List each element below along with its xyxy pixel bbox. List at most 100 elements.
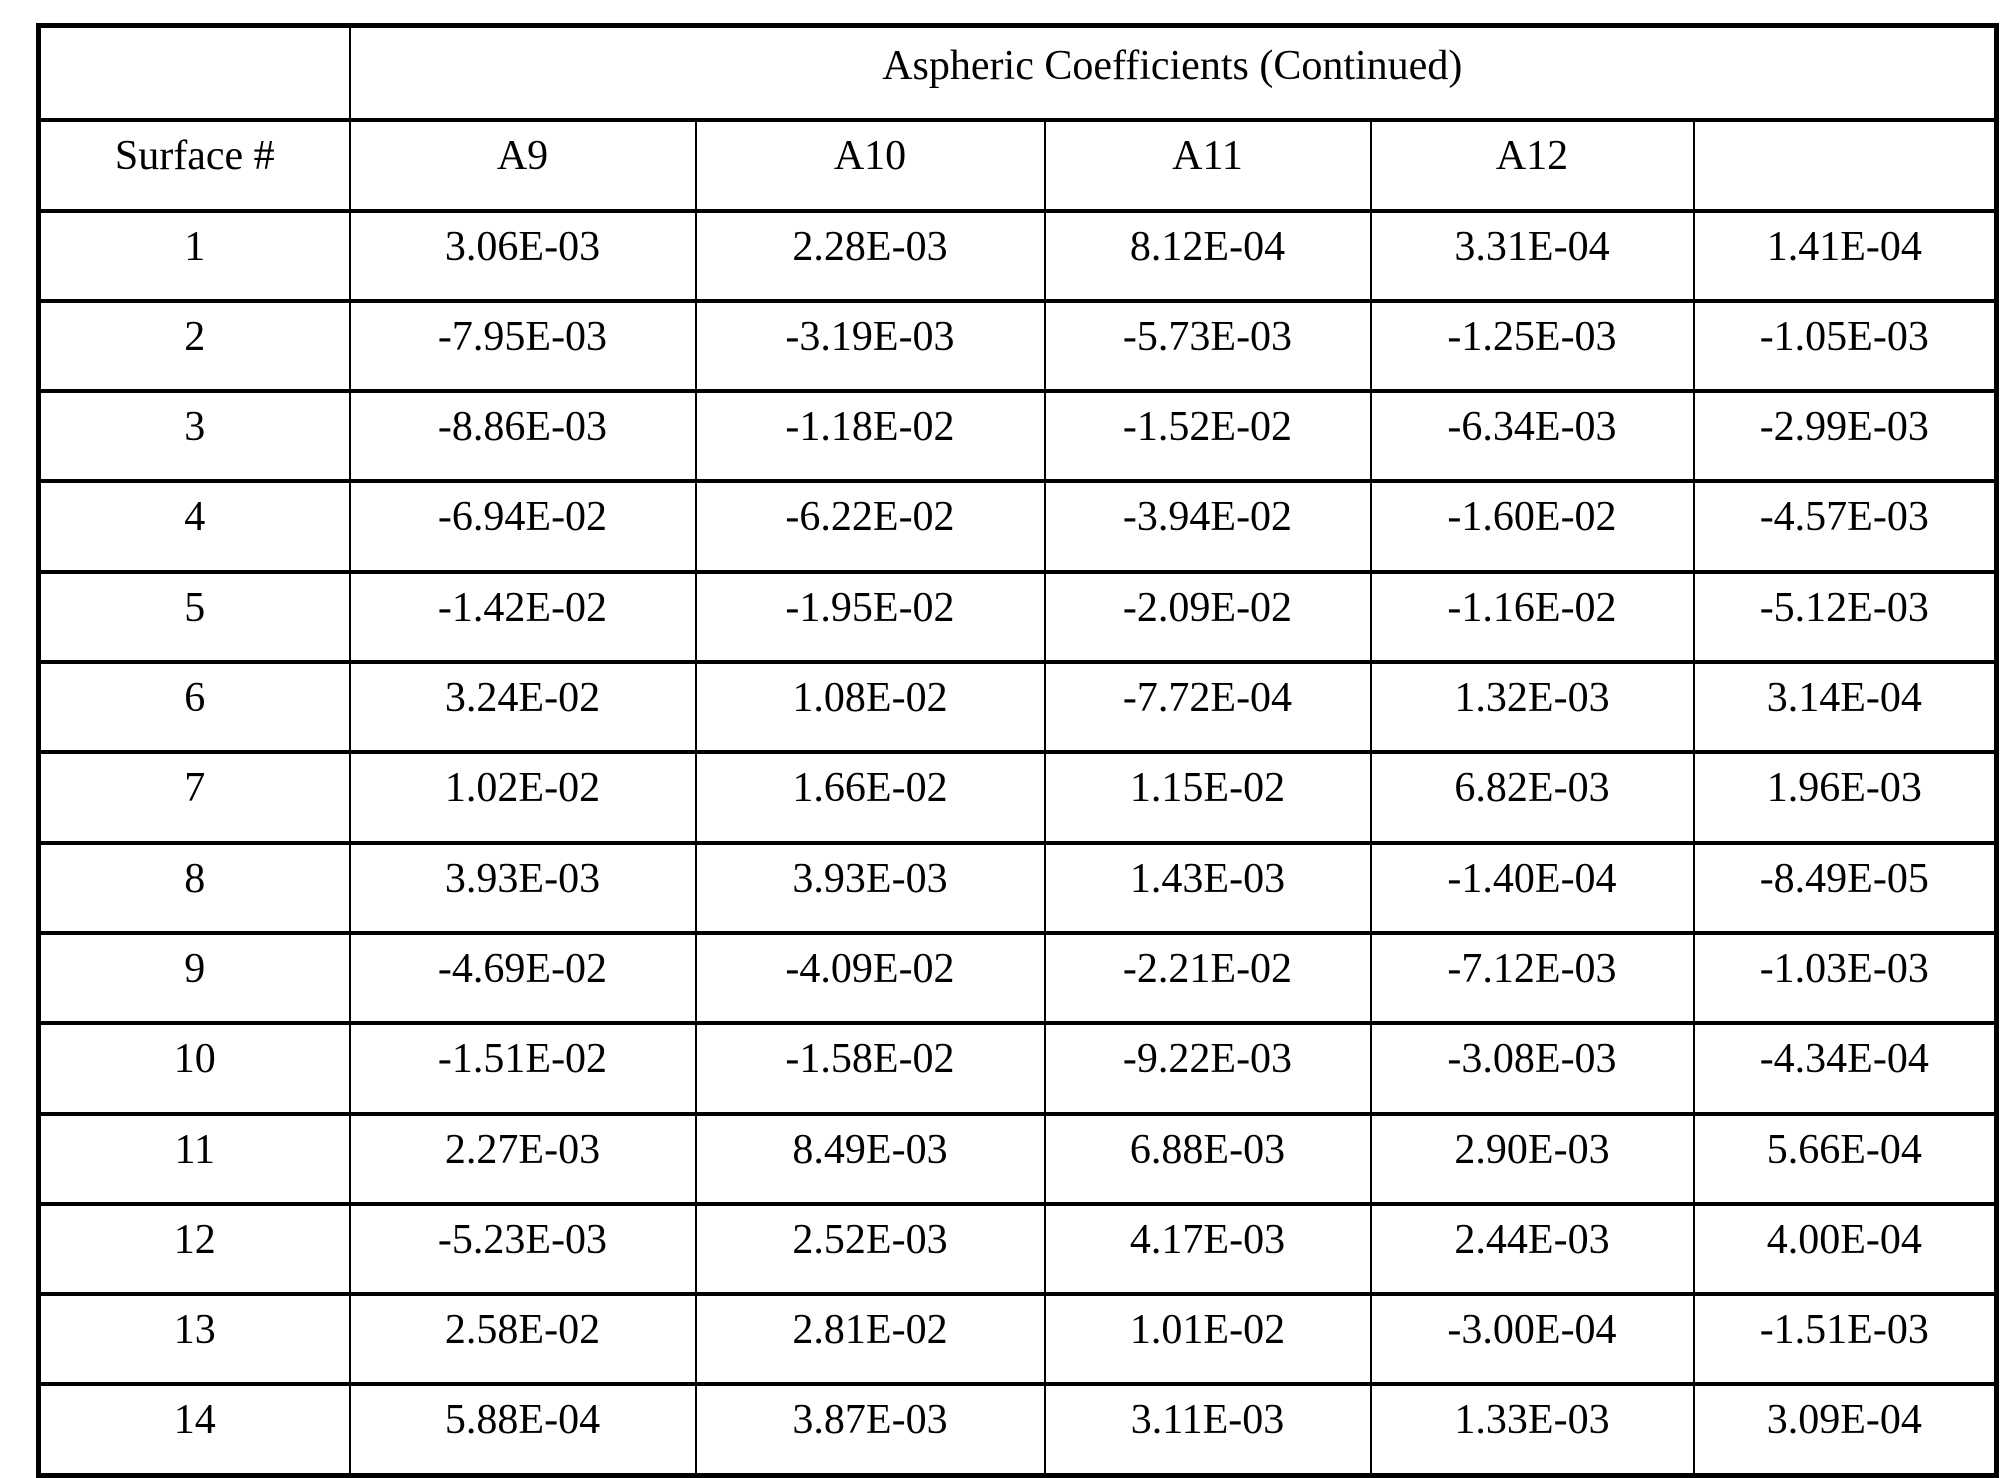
- value-cell: 3.06E-03: [348, 208, 697, 303]
- value-cell: 2.90E-03: [1369, 1111, 1695, 1206]
- value-cell: -2.09E-02: [1043, 569, 1372, 665]
- surface-number-cell: 8: [37, 840, 351, 935]
- value-cell: -1.60E-02: [1369, 479, 1695, 574]
- value-cell: -4.69E-02: [348, 930, 697, 1026]
- value-cell: -3.19E-03: [694, 298, 1046, 394]
- surface-number-cell: 4: [37, 479, 351, 574]
- value-cell: -1.42E-02: [348, 569, 697, 665]
- value-cell: 1.15E-02: [1043, 750, 1372, 845]
- value-cell: -9.22E-03: [1043, 1021, 1372, 1116]
- table-row: 3 -8.86E-03 -1.18E-02 -1.52E-02 -6.34E-0…: [37, 389, 1998, 484]
- value-cell: -7.95E-03: [348, 298, 697, 394]
- value-cell: 1.02E-02: [348, 750, 697, 845]
- surface-number-cell: 14: [37, 1382, 351, 1478]
- col-header-a12: A12: [1369, 118, 1695, 213]
- value-cell: -1.05E-03: [1692, 298, 1998, 394]
- value-cell: 1.43E-03: [1043, 840, 1372, 935]
- table-row: 13 2.58E-02 2.81E-02 1.01E-02 -3.00E-04 …: [37, 1292, 1998, 1387]
- col-header-surface: Surface #: [37, 118, 351, 213]
- value-cell: 3.24E-02: [348, 660, 697, 755]
- value-cell: 6.88E-03: [1043, 1111, 1372, 1206]
- value-cell: -3.94E-02: [1043, 479, 1372, 574]
- document-page: Aspheric Coefficients (Continued) Surfac…: [36, 23, 2000, 1478]
- value-cell: -7.12E-03: [1369, 930, 1695, 1026]
- col-header-blank: [1692, 118, 1998, 213]
- value-cell: -1.95E-02: [694, 569, 1046, 665]
- value-cell: 2.27E-03: [348, 1111, 697, 1206]
- value-cell: -5.73E-03: [1043, 298, 1372, 394]
- table-row: 14 5.88E-04 3.87E-03 3.11E-03 1.33E-03 3…: [37, 1382, 1998, 1478]
- value-cell: 2.81E-02: [694, 1292, 1046, 1387]
- table-row: 4 -6.94E-02 -6.22E-02 -3.94E-02 -1.60E-0…: [37, 479, 1998, 574]
- value-cell: 2.58E-02: [348, 1292, 697, 1387]
- value-cell: 5.66E-04: [1692, 1111, 1998, 1206]
- value-cell: -1.52E-02: [1043, 389, 1372, 484]
- value-cell: 2.44E-03: [1369, 1201, 1695, 1297]
- value-cell: 1.32E-03: [1369, 660, 1695, 755]
- table-row: 2 -7.95E-03 -3.19E-03 -5.73E-03 -1.25E-0…: [37, 298, 1998, 394]
- value-cell: -6.94E-02: [348, 479, 697, 574]
- value-cell: 8.12E-04: [1043, 208, 1372, 303]
- value-cell: 3.93E-03: [694, 840, 1046, 935]
- table-row: 10 -1.51E-02 -1.58E-02 -9.22E-03 -3.08E-…: [37, 1021, 1998, 1116]
- value-cell: 1.66E-02: [694, 750, 1046, 845]
- value-cell: -3.00E-04: [1369, 1292, 1695, 1387]
- value-cell: -1.16E-02: [1369, 569, 1695, 665]
- column-header-row: Surface # A9 A10 A11 A12: [37, 118, 1998, 213]
- value-cell: -4.09E-02: [694, 930, 1046, 1026]
- value-cell: -2.99E-03: [1692, 389, 1998, 484]
- surface-number-cell: 3: [37, 389, 351, 484]
- aspheric-coefficients-table: Aspheric Coefficients (Continued) Surfac…: [36, 23, 2000, 1478]
- corner-cell: [37, 23, 351, 123]
- value-cell: 3.14E-04: [1692, 660, 1998, 755]
- value-cell: -1.58E-02: [694, 1021, 1046, 1116]
- table-row: 6 3.24E-02 1.08E-02 -7.72E-04 1.32E-03 3…: [37, 660, 1998, 755]
- table-title: Aspheric Coefficients (Continued): [348, 23, 1998, 123]
- surface-number-cell: 9: [37, 930, 351, 1026]
- surface-number-cell: 2: [37, 298, 351, 394]
- value-cell: -6.34E-03: [1369, 389, 1695, 484]
- surface-number-cell: 10: [37, 1021, 351, 1116]
- value-cell: -1.03E-03: [1692, 930, 1998, 1026]
- value-cell: 8.49E-03: [694, 1111, 1046, 1206]
- table-row: 5 -1.42E-02 -1.95E-02 -2.09E-02 -1.16E-0…: [37, 569, 1998, 665]
- value-cell: -5.12E-03: [1692, 569, 1998, 665]
- value-cell: 4.17E-03: [1043, 1201, 1372, 1297]
- table-row: 12 -5.23E-03 2.52E-03 4.17E-03 2.44E-03 …: [37, 1201, 1998, 1297]
- value-cell: -1.40E-04: [1369, 840, 1695, 935]
- value-cell: 4.00E-04: [1692, 1201, 1998, 1297]
- col-header-a11: A11: [1043, 118, 1372, 213]
- value-cell: -1.51E-03: [1692, 1292, 1998, 1387]
- col-header-a10: A10: [694, 118, 1046, 213]
- value-cell: -4.57E-03: [1692, 479, 1998, 574]
- value-cell: -8.86E-03: [348, 389, 697, 484]
- surface-number-cell: 1: [37, 208, 351, 303]
- value-cell: -1.25E-03: [1369, 298, 1695, 394]
- value-cell: 1.01E-02: [1043, 1292, 1372, 1387]
- value-cell: 1.41E-04: [1692, 208, 1998, 303]
- table-row: 1 3.06E-03 2.28E-03 8.12E-04 3.31E-04 1.…: [37, 208, 1998, 303]
- value-cell: -2.21E-02: [1043, 930, 1372, 1026]
- table-title-row: Aspheric Coefficients (Continued): [37, 23, 1998, 123]
- value-cell: -6.22E-02: [694, 479, 1046, 574]
- value-cell: 1.96E-03: [1692, 750, 1998, 845]
- value-cell: -1.18E-02: [694, 389, 1046, 484]
- col-header-a9: A9: [348, 118, 697, 213]
- value-cell: -3.08E-03: [1369, 1021, 1695, 1116]
- value-cell: 2.52E-03: [694, 1201, 1046, 1297]
- value-cell: -7.72E-04: [1043, 660, 1372, 755]
- table-row: 7 1.02E-02 1.66E-02 1.15E-02 6.82E-03 1.…: [37, 750, 1998, 845]
- value-cell: 3.11E-03: [1043, 1382, 1372, 1478]
- value-cell: 3.09E-04: [1692, 1382, 1998, 1478]
- surface-number-cell: 6: [37, 660, 351, 755]
- value-cell: 6.82E-03: [1369, 750, 1695, 845]
- value-cell: 5.88E-04: [348, 1382, 697, 1478]
- value-cell: 3.87E-03: [694, 1382, 1046, 1478]
- value-cell: -8.49E-05: [1692, 840, 1998, 935]
- table-row: 11 2.27E-03 8.49E-03 6.88E-03 2.90E-03 5…: [37, 1111, 1998, 1206]
- surface-number-cell: 5: [37, 569, 351, 665]
- value-cell: 1.33E-03: [1369, 1382, 1695, 1478]
- surface-number-cell: 12: [37, 1201, 351, 1297]
- table-row: 9 -4.69E-02 -4.09E-02 -2.21E-02 -7.12E-0…: [37, 930, 1998, 1026]
- value-cell: 1.08E-02: [694, 660, 1046, 755]
